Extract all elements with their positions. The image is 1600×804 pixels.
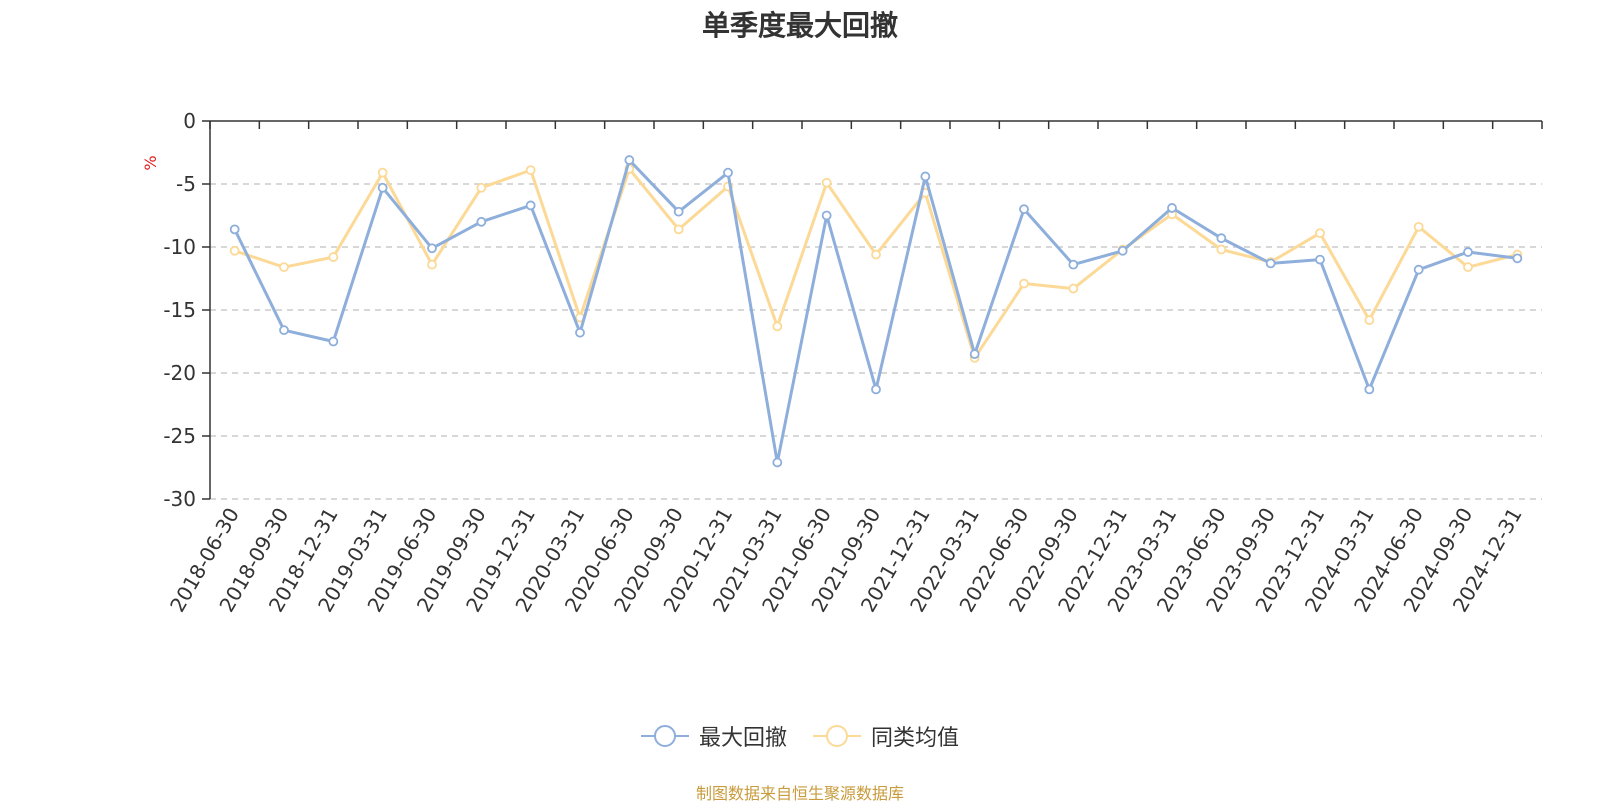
data-point-1 bbox=[1315, 228, 1325, 239]
data-point-1 bbox=[377, 167, 388, 178]
data-point-0 bbox=[525, 200, 536, 211]
data-point-0 bbox=[1265, 258, 1276, 269]
data-point-0 bbox=[1463, 247, 1473, 257]
data-point-0 bbox=[772, 457, 783, 468]
y-tick-label: 0 bbox=[183, 109, 196, 133]
data-point-0 bbox=[723, 167, 733, 178]
data-point-1 bbox=[279, 262, 289, 273]
data-point-1 bbox=[525, 165, 536, 176]
data-point-0 bbox=[1413, 264, 1424, 275]
data-point-1 bbox=[1019, 278, 1029, 289]
data-point-1 bbox=[427, 259, 437, 270]
data-point-0 bbox=[1216, 233, 1227, 244]
data-point-1 bbox=[476, 182, 487, 193]
data-point-1 bbox=[1216, 244, 1227, 255]
data-point-0 bbox=[575, 327, 585, 338]
data-point-0 bbox=[1068, 259, 1079, 270]
series-line-1 bbox=[234, 167, 1518, 360]
legend-marker-max-drawdown-icon bbox=[640, 725, 689, 747]
legend-item-peer-average[interactable]: 同类均值 bbox=[813, 720, 959, 752]
axes: 0-5-10-15-20-25-302018-06-302018-09-3020… bbox=[163, 109, 1543, 616]
data-point-0 bbox=[427, 243, 437, 254]
data-point-1 bbox=[229, 245, 240, 256]
data-point-0 bbox=[229, 224, 240, 235]
data-point-0 bbox=[328, 336, 339, 347]
data-point-0 bbox=[969, 349, 980, 360]
data-point-0 bbox=[673, 206, 684, 217]
y-tick-label: -15 bbox=[163, 298, 196, 322]
data-point-0 bbox=[1512, 253, 1523, 264]
grid-lines bbox=[210, 183, 1542, 500]
data-point-0 bbox=[279, 325, 289, 336]
y-tick-label: -5 bbox=[176, 172, 196, 196]
data-point-0 bbox=[1167, 203, 1177, 213]
y-tick-label: -25 bbox=[163, 424, 196, 448]
data-point-1 bbox=[1463, 262, 1473, 273]
source-note: 制图数据来自恒生聚源数据库 bbox=[695, 784, 904, 803]
data-point-0 bbox=[1315, 254, 1325, 265]
data-point-1 bbox=[821, 177, 832, 188]
data-point-0 bbox=[377, 182, 388, 193]
y-tick-label: -20 bbox=[163, 361, 196, 385]
data-point-1 bbox=[772, 321, 783, 332]
data-point-0 bbox=[1117, 245, 1128, 256]
data-point-0 bbox=[1019, 204, 1029, 215]
legend-label-max-drawdown: 最大回撤 bbox=[698, 726, 787, 751]
data-point-1 bbox=[1364, 315, 1375, 325]
data-point-0 bbox=[871, 384, 881, 395]
series-lines bbox=[229, 155, 1523, 468]
data-point-0 bbox=[1364, 384, 1375, 395]
series-line-0 bbox=[233, 158, 1518, 464]
data-point-1 bbox=[673, 224, 684, 235]
data-point-1 bbox=[871, 249, 881, 260]
y-tick-label: -10 bbox=[163, 235, 196, 259]
chart-title: 单季度最大回撤 bbox=[701, 9, 898, 42]
data-point-0 bbox=[920, 171, 931, 182]
y-tick-label: -30 bbox=[163, 487, 196, 511]
legend-label-peer-average: 同类均值 bbox=[871, 726, 960, 751]
legend-marker-peer-average-icon bbox=[813, 725, 861, 747]
data-point-1 bbox=[1068, 283, 1079, 294]
data-point-1 bbox=[1413, 221, 1424, 232]
y-axis-unit-label: % bbox=[141, 155, 160, 170]
legend: 最大回撤 同类均值 bbox=[0, 720, 1600, 752]
data-point-1 bbox=[328, 252, 339, 262]
data-point-0 bbox=[821, 210, 832, 221]
legend-item-max-drawdown[interactable]: 最大回撤 bbox=[640, 720, 787, 752]
data-point-0 bbox=[476, 216, 487, 227]
data-point-0 bbox=[624, 155, 635, 165]
